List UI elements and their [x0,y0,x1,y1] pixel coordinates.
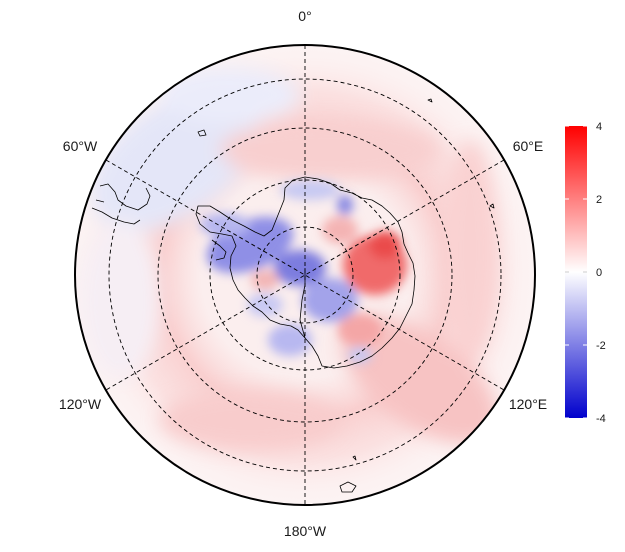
latitude-circle-3 [157,127,453,423]
island-3 [489,203,495,209]
label-120w: 120°W [59,396,102,412]
latitude-circle-outer [108,78,502,472]
colorbar-tick-2: 2 [596,194,602,206]
island-4 [427,98,433,103]
label-120e: 120°E [509,396,547,412]
label-0: 0° [298,8,311,24]
coastlines [91,98,495,493]
south-america-tip [91,183,151,225]
peninsula-detail [211,239,227,261]
island-5 [352,455,357,461]
colorbar-ticks [565,125,587,419]
colorbar-tick-0: 0 [596,267,602,279]
map-frame [74,44,536,506]
anomaly-field [75,45,535,505]
colorbar-tick-neg2: -2 [596,340,606,352]
colorbar: 4 2 0 -2 -4 [565,121,606,425]
longitude-labels: 0° 180°W 60°W 60°E 120°W 120°E [59,8,547,539]
island-1 [197,129,207,137]
island-2 [339,481,357,493]
antarctica-coastline [195,176,416,369]
colorbar-gradient [565,126,587,418]
label-180w: 180°W [284,523,327,539]
graticule [105,45,505,505]
label-60w: 60°W [63,138,98,154]
label-60e: 60°E [513,138,544,154]
colorbar-tick-4: 4 [596,121,602,133]
colorbar-tick-neg4: -4 [596,413,606,425]
